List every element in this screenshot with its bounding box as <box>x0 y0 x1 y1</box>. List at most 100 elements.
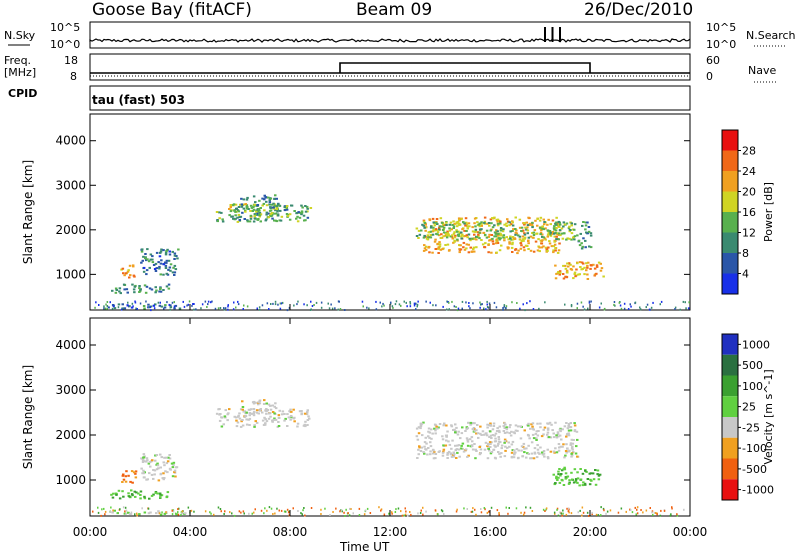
power-cell <box>143 307 146 310</box>
power-cell <box>554 222 557 225</box>
velocity-cell <box>254 401 257 404</box>
power-cell <box>527 236 531 239</box>
power-scatter <box>448 301 450 304</box>
power-cell <box>474 230 478 233</box>
velocity-cell <box>513 449 516 452</box>
power-cell <box>491 237 494 240</box>
power-cell <box>258 213 261 216</box>
velocity-cell <box>523 451 526 454</box>
power-cell <box>174 304 178 307</box>
power-cell <box>519 242 523 245</box>
power-scatter <box>211 300 213 303</box>
power-cell <box>548 233 552 236</box>
power-cell <box>511 251 514 253</box>
power-cell <box>523 249 526 252</box>
power-ytick-label: 3000 <box>55 178 86 192</box>
velocity-cell <box>483 433 486 436</box>
velocity-cell <box>273 405 276 408</box>
power-cell <box>560 227 564 230</box>
power-scatter <box>103 305 105 308</box>
power-cell <box>453 222 456 225</box>
power-cell <box>152 264 156 266</box>
power-cell <box>429 233 433 236</box>
power-cell <box>274 194 277 197</box>
power-cell <box>159 290 163 293</box>
power-cell <box>169 269 172 272</box>
power-cell <box>447 234 450 237</box>
velocity-cell <box>288 410 291 413</box>
freq-label-line2: [MHz] <box>4 66 36 79</box>
power-cell <box>154 262 158 265</box>
power-scatter <box>461 307 463 310</box>
velocity-cell <box>575 430 579 433</box>
power-cell <box>480 224 483 227</box>
power-cell <box>436 243 439 246</box>
power-cell <box>486 222 489 225</box>
power-cell <box>111 289 114 292</box>
power-cell <box>133 285 137 288</box>
velocity-scatter <box>397 507 400 510</box>
velocity-cell <box>562 443 565 446</box>
velocity-cell <box>455 457 458 459</box>
velocity-cell <box>462 450 466 453</box>
power-cell <box>587 226 591 228</box>
velocity-cell <box>555 477 558 480</box>
cpid-label: CPID <box>8 87 37 100</box>
power-cell <box>158 265 161 268</box>
velocity-cell <box>434 457 437 460</box>
power-cell <box>138 291 141 293</box>
velocity-cell <box>486 457 490 460</box>
power-cell <box>285 207 288 209</box>
velocity-cell <box>278 409 281 412</box>
power-cell <box>514 233 517 236</box>
velocity-scatter <box>229 511 231 514</box>
power-cell <box>506 247 510 250</box>
velocity-cell <box>560 438 563 441</box>
velocity-cell <box>572 481 576 484</box>
power-cell <box>589 234 593 237</box>
velocity-cell <box>532 437 536 440</box>
velocity-cell <box>306 409 309 412</box>
velocity-cell <box>284 417 287 420</box>
velocity-cell <box>503 440 507 442</box>
velocity-cell <box>461 447 464 450</box>
power-cell <box>576 234 579 237</box>
velocity-cell <box>494 440 497 443</box>
power-cell <box>446 230 449 233</box>
power-cell <box>476 221 479 224</box>
velocity-cell <box>115 493 118 496</box>
velocity-scatter <box>274 512 276 515</box>
power-cell <box>434 248 437 250</box>
power-scatter <box>425 300 427 303</box>
velocity-cell <box>253 424 256 427</box>
power-cell <box>466 236 469 239</box>
velocity-cell <box>550 423 553 426</box>
velocity-scatter <box>171 513 174 516</box>
power-cell <box>273 219 276 222</box>
velocity-cell <box>162 478 165 481</box>
velocity-cell <box>419 423 423 426</box>
power-scatter <box>623 302 626 305</box>
velocity-cell <box>563 456 566 459</box>
velocity-cell <box>530 423 533 426</box>
power-scatter <box>206 306 208 308</box>
power-cell <box>585 231 588 234</box>
velocity-scatter <box>559 511 561 514</box>
velocity-cell <box>456 444 459 447</box>
power-cell <box>295 212 298 215</box>
power-cell <box>439 248 443 251</box>
power-cell <box>272 207 276 210</box>
velocity-cell <box>558 481 562 484</box>
power-ytick-label: 2000 <box>55 223 86 237</box>
power-cell <box>438 228 441 231</box>
velocity-scatter <box>161 511 163 514</box>
velocity-cell <box>175 513 178 516</box>
velocity-cell <box>557 473 560 476</box>
velocity-cell <box>445 424 448 427</box>
velocity-cell <box>571 478 574 481</box>
power-scatter <box>147 306 150 309</box>
power-scatter <box>526 302 528 305</box>
power-cell <box>424 245 428 248</box>
power-scatter <box>532 308 535 310</box>
power-cell <box>456 225 459 228</box>
